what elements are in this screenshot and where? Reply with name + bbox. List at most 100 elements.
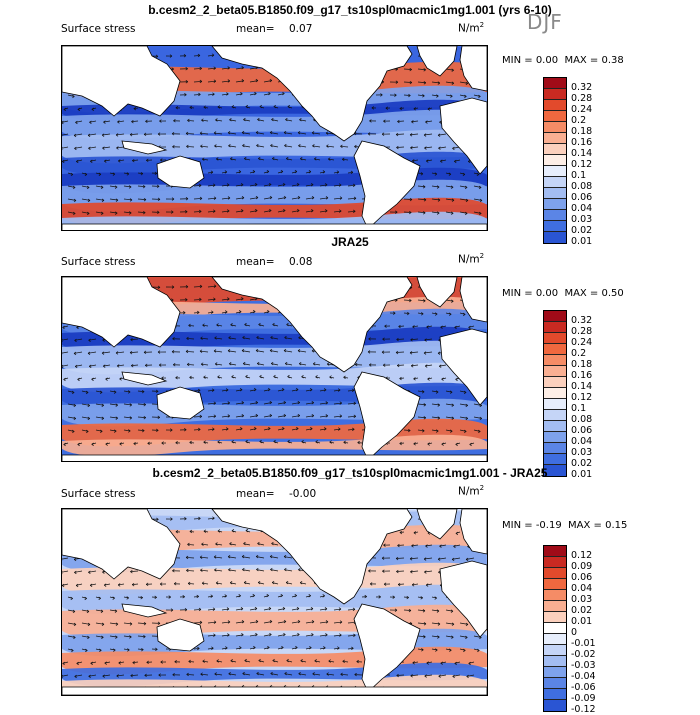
panel-3-title: b.cesm2_2_beta05.B1850.f09_g17_ts10spl0m… <box>0 466 700 480</box>
colorbar-swatch <box>544 410 566 421</box>
colorbar-label: 0.03 <box>571 447 592 458</box>
colorbar-label: 0.04 <box>571 203 592 214</box>
colorbar-swatch <box>544 89 566 100</box>
panel-2-map <box>61 276 488 462</box>
colorbar-swatch <box>544 144 566 155</box>
colorbar-swatch <box>544 78 566 89</box>
land-mass <box>62 687 487 695</box>
colorbar-label: 0.1 <box>571 170 592 181</box>
panel-1-title: b.cesm2_2_beta05.B1850.f09_g17_ts10spl0m… <box>0 3 700 17</box>
colorbar-swatch <box>544 199 566 210</box>
colorbar-label: 0.12 <box>571 550 596 561</box>
colorbar-swatch <box>544 122 566 133</box>
colorbar-label: 0.04 <box>571 583 596 594</box>
panel-1-map <box>61 45 488 231</box>
colorbar-swatch <box>544 155 566 166</box>
season-label: DJF <box>527 10 563 34</box>
panel-1-mean-label: mean= <box>236 23 275 35</box>
colorbar-swatch <box>544 454 566 465</box>
colorbar-swatch <box>544 432 566 443</box>
colorbar-swatch <box>544 333 566 344</box>
colorbar-label: 0.03 <box>571 214 592 225</box>
panel-2-colorbar <box>543 310 567 477</box>
map-canvas <box>62 277 487 461</box>
panel-1-unit: N/m2 <box>458 21 484 35</box>
colorbar-swatch <box>544 656 566 667</box>
colorbar-swatch <box>544 210 566 221</box>
colorbar-label: 0.08 <box>571 181 592 192</box>
colorbar-swatch <box>544 601 566 612</box>
colorbar-label: -0.03 <box>571 660 596 671</box>
colorbar-label: 0.32 <box>571 82 592 93</box>
colorbar-swatch <box>544 612 566 623</box>
colorbar-label: 0.18 <box>571 359 592 370</box>
colorbar-label: -0.12 <box>571 704 596 715</box>
colorbar-swatch <box>544 557 566 568</box>
colorbar-swatch <box>544 568 566 579</box>
colorbar-swatch <box>544 133 566 144</box>
colorbar-swatch <box>544 689 566 700</box>
colorbar-label: 0 <box>571 627 596 638</box>
colorbar-swatch <box>544 645 566 656</box>
colorbar-label: -0.09 <box>571 693 596 704</box>
colorbar-label: 0.09 <box>571 561 596 572</box>
panel-3-mean-value: -0.00 <box>289 488 316 500</box>
panel-2-mean-value: 0.08 <box>289 256 312 268</box>
colorbar-label: 0.06 <box>571 425 592 436</box>
colorbar-swatch <box>544 678 566 689</box>
panel-3-variable: Surface stress <box>61 488 135 500</box>
colorbar-label: 0.24 <box>571 337 592 348</box>
panel-2-minmax: MIN = 0.00 MAX = 0.50 <box>502 288 624 299</box>
panel-2-variable: Surface stress <box>61 256 135 268</box>
colorbar-label: 0.06 <box>571 192 592 203</box>
panel-2-title: JRA25 <box>0 235 700 249</box>
colorbar-label: -0.06 <box>571 682 596 693</box>
colorbar-label: 0.01 <box>571 616 596 627</box>
colorbar-swatch <box>544 590 566 601</box>
colorbar-swatch <box>544 366 566 377</box>
colorbar-label: 0.1 <box>571 403 592 414</box>
land-mass <box>62 224 487 230</box>
colorbar-label: 0.14 <box>571 148 592 159</box>
panel-1-variable: Surface stress <box>61 23 135 35</box>
colorbar-label: 0.02 <box>571 605 596 616</box>
colorbar-swatch <box>544 623 566 634</box>
colorbar-label: 0.28 <box>571 326 592 337</box>
colorbar-label: 0.03 <box>571 594 596 605</box>
colorbar-swatch <box>544 546 566 557</box>
colorbar-label: 0.16 <box>571 370 592 381</box>
colorbar-swatch <box>544 579 566 590</box>
panel-3-unit: N/m2 <box>458 484 484 498</box>
colorbar-label: 0.32 <box>571 315 592 326</box>
land-mass <box>62 455 487 461</box>
colorbar-label: -0.04 <box>571 671 596 682</box>
colorbar-label: 0.28 <box>571 93 592 104</box>
colorbar-label: 0.08 <box>571 414 592 425</box>
panel-3-colorbar <box>543 545 567 712</box>
colorbar-label: 0.2 <box>571 348 592 359</box>
panel-3-mean-label: mean= <box>236 488 275 500</box>
colorbar-swatch <box>544 399 566 410</box>
colorbar-label: -0.01 <box>571 638 596 649</box>
colorbar-swatch <box>544 667 566 678</box>
colorbar-swatch <box>544 421 566 432</box>
colorbar-swatch <box>544 100 566 111</box>
colorbar-swatch <box>544 188 566 199</box>
colorbar-swatch <box>544 177 566 188</box>
map-canvas <box>62 509 487 695</box>
colorbar-swatch <box>544 388 566 399</box>
colorbar-label: 0.12 <box>571 392 592 403</box>
colorbar-swatch <box>544 111 566 122</box>
colorbar-swatch <box>544 443 566 454</box>
panel-3-map <box>61 508 488 696</box>
panel-2-mean-label: mean= <box>236 256 275 268</box>
colorbar-swatch <box>544 634 566 645</box>
colorbar-label: 0.04 <box>571 436 592 447</box>
colorbar-swatch <box>544 377 566 388</box>
panel-1-mean-value: 0.07 <box>289 23 312 35</box>
colorbar-label: -0.02 <box>571 649 596 660</box>
colorbar-swatch <box>544 166 566 177</box>
colorbar-swatch <box>544 700 566 711</box>
